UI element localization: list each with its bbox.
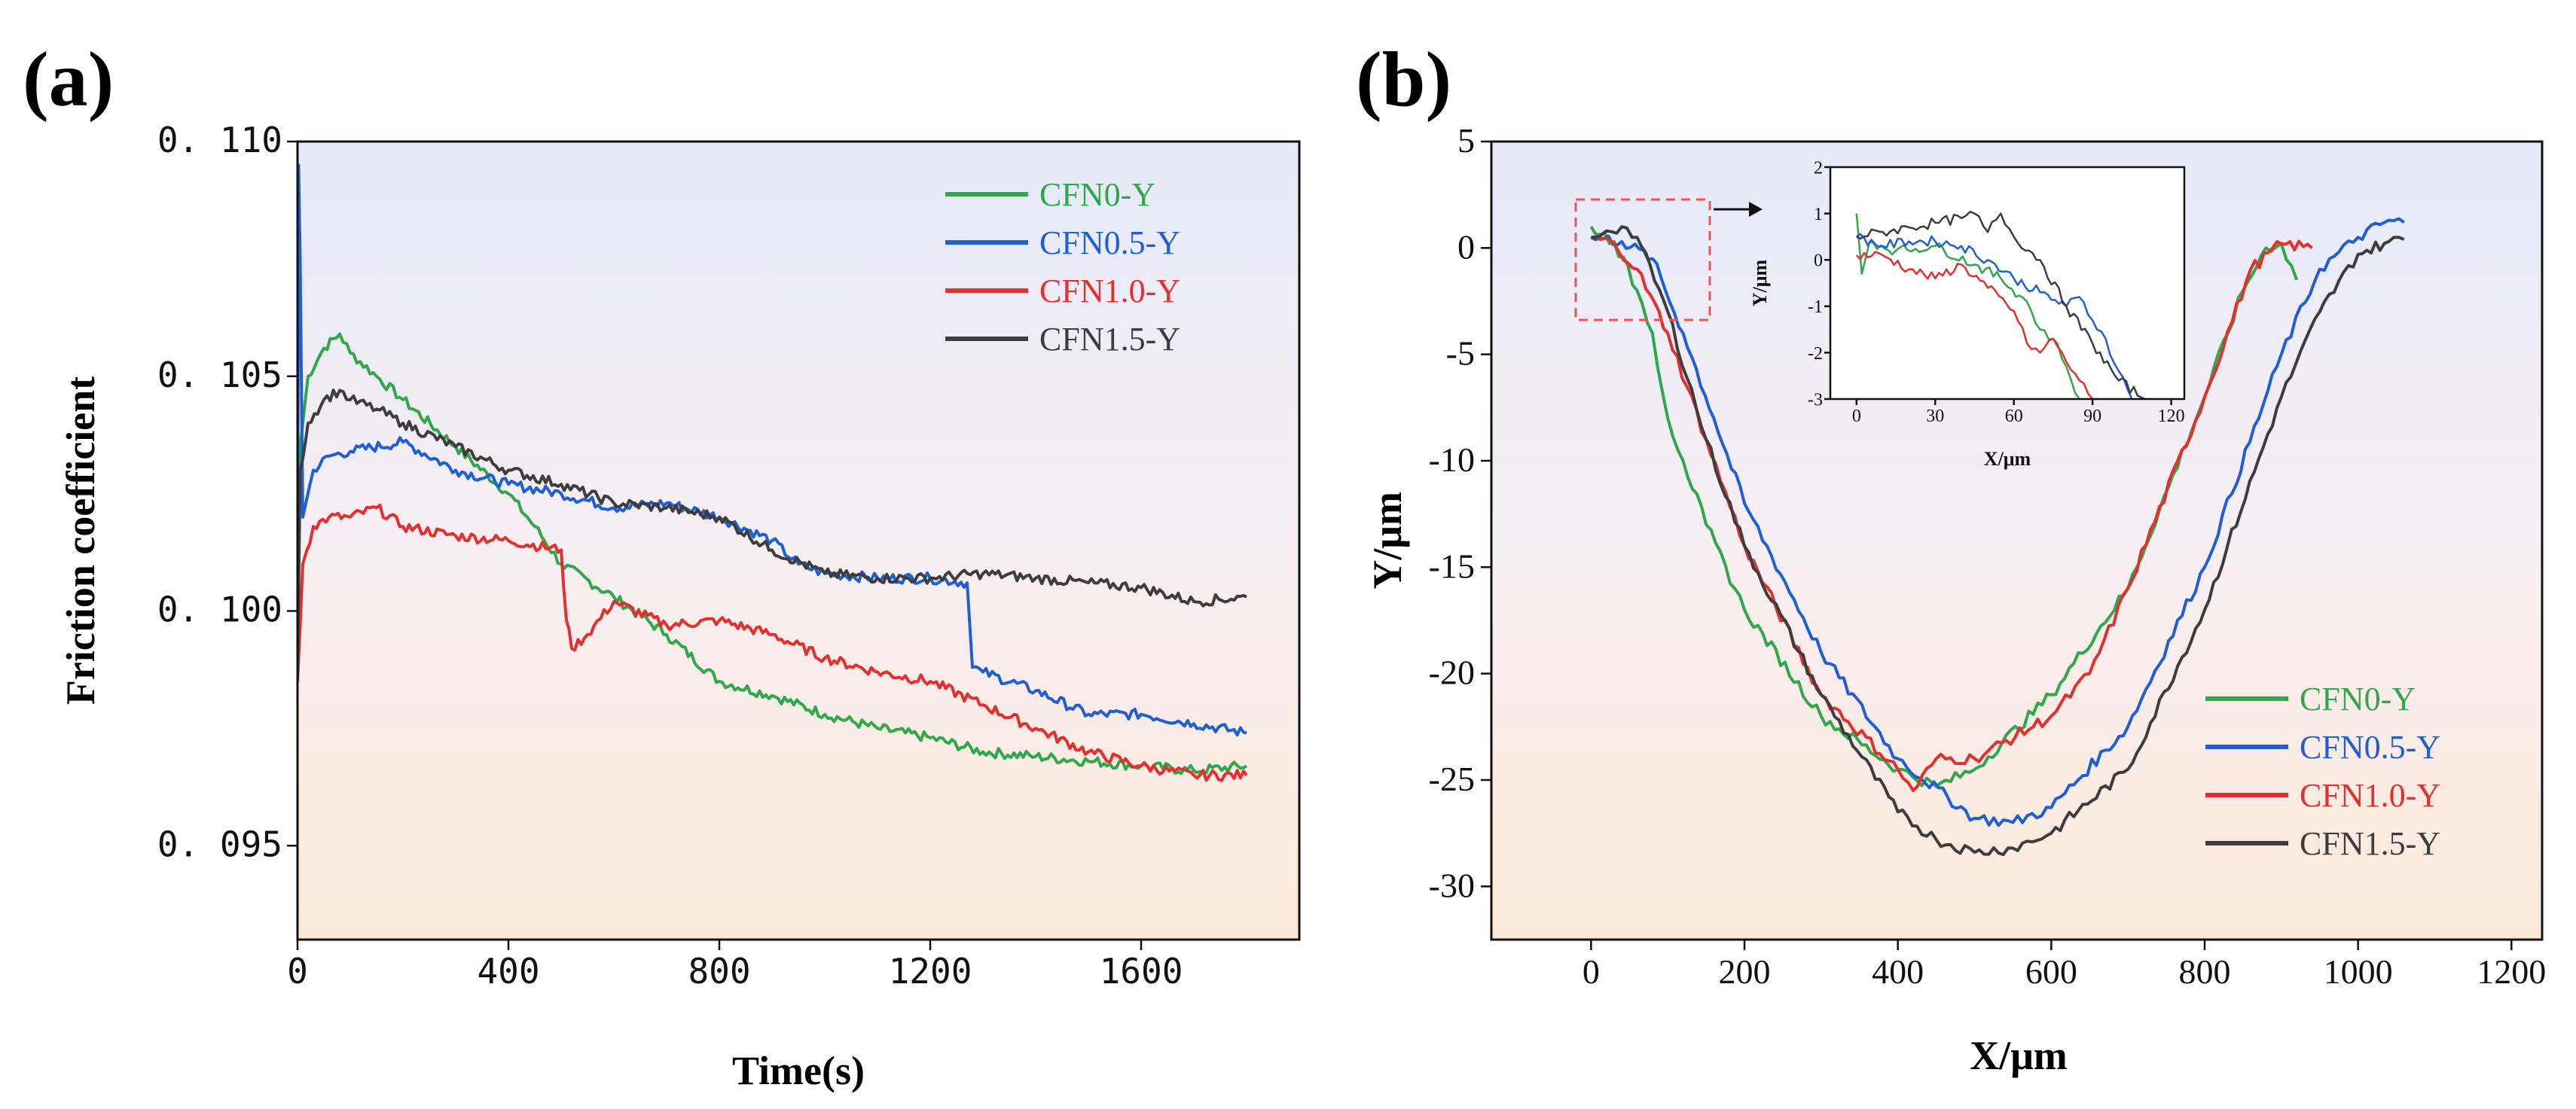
panel-b-legend-label-cfn1-5-y: CFN1.5-Y: [2300, 825, 2440, 862]
inset-line-cfn0-5-y: [1856, 233, 2133, 399]
zoom-arrow-head: [1749, 202, 1763, 217]
panel-a-xtick-label: 1600: [1100, 951, 1183, 992]
panel-b-line-cfn0-y: [1589, 226, 2299, 788]
inset-ytick-label: 1: [1814, 205, 1823, 224]
panel-b-xtick-label: 1200: [2477, 952, 2546, 991]
panel-b-ytick-label: -15: [1429, 547, 1475, 585]
panel-a-xlabel: Time(s): [732, 1048, 865, 1093]
inset-ytick-label: -1: [1808, 297, 1823, 317]
panel-b-line-cfn1-5-y: [1591, 225, 2405, 857]
panel-b-legend-label-cfn1-0-y: CFN1.0-Y: [2300, 777, 2440, 814]
panel-a-line-cfn0-y: [298, 332, 1248, 775]
inset-xtick-label: 60: [2005, 407, 2023, 426]
inset-line-cfn1-5-y: [1856, 210, 2146, 399]
inset-ticks: 0 30 60 90 120 2 1 0 -1 -2 -3: [1808, 158, 2185, 426]
panel-b-label: (b): [1356, 36, 1451, 123]
panel-a-label: (a): [23, 36, 114, 123]
inset-frame: [1829, 166, 2186, 401]
panel-a-ylabel: Friction coefficient: [58, 376, 103, 705]
panel-a-xtick-label: 0: [287, 951, 308, 992]
panel-a-plot-area: [298, 142, 1299, 940]
panel-a-legend-label-cfn1-5-y: CFN1.5-Y: [1039, 321, 1180, 358]
panel-b-ytick-label: -30: [1429, 866, 1475, 904]
panel-b-xlabel: X/μm: [1970, 1033, 2068, 1078]
inset-line-cfn0-y: [1855, 213, 2080, 399]
inset-plot: 0 30 60 90 120 2 1 0 -1 -2 -3 X/μm Y/μm: [1749, 158, 2186, 470]
panel-b-ytick-label: -20: [1429, 654, 1475, 692]
panel-a-line-cfn0-5-y: [298, 163, 1247, 737]
panel-a-xtick-label: 800: [688, 951, 750, 992]
panel-b-xtick-label: 200: [1719, 952, 1771, 991]
panel-b-ytick-label: 0: [1457, 227, 1475, 266]
panel-a-legend-label-cfn0-5-y: CFN0.5-Y: [1039, 224, 1180, 261]
inset-ytick-label: -3: [1808, 390, 1823, 410]
panel-b-xtick-label: 800: [2178, 952, 2230, 991]
panel-b-legend-label-cfn0-5-y: CFN0.5-Y: [2300, 729, 2440, 766]
panel-b-frame: [1490, 140, 2544, 941]
inset-xtick-label: 90: [2083, 407, 2101, 426]
panel-b-ytick-label: -25: [1429, 760, 1475, 798]
panel-a-ytick-label: 0. 095: [157, 824, 282, 864]
inset-xtick-label: 30: [1926, 407, 1944, 426]
panel-b-xtick-label: 1000: [2324, 952, 2393, 991]
panel-a: (a) 0 400 800 1200 1600 0. 095 0. 100 0. 105 0. …: [23, 36, 1301, 1093]
inset-line-cfn1-0-y: [1855, 251, 2094, 399]
inset-ytick-label: -2: [1808, 344, 1823, 364]
panel-a-legend-label-cfn0-y: CFN0-Y: [1039, 176, 1155, 213]
panel-b-ytick-label: 5: [1457, 121, 1475, 160]
panel-b-xtick-label: 0: [1583, 952, 1600, 991]
inset-xtick-label: 120: [2158, 407, 2185, 426]
panel-a-ticks: 0 400 800 1200 1600 0. 095 0. 100 0. 105 0. 110: [157, 120, 1183, 992]
panel-b-legend-label-cfn0-y: CFN0-Y: [2300, 681, 2416, 717]
inset-plot-area: [1830, 167, 2184, 399]
inset-ytick-label: 0: [1814, 251, 1823, 271]
panel-b-ytick-label: -10: [1429, 440, 1475, 479]
zoom-region-box: [1574, 198, 1711, 321]
inset-ytick-label: 2: [1814, 158, 1823, 178]
inset-ylabel: Y/μm: [1749, 259, 1771, 306]
panel-b-series: [1589, 217, 2405, 857]
panel-a-frame: [296, 140, 1301, 941]
panel-a-series: [298, 163, 1248, 782]
inset-series: [1855, 210, 2146, 399]
panel-b-xtick-label: 600: [2025, 952, 2077, 991]
panel-a-legend: CFN0-Y CFN0.5-Y CFN1.0-Y CFN1.5-Y: [945, 176, 1180, 358]
inset-xtick-label: 0: [1852, 407, 1861, 426]
inset-xlabel: X/μm: [1984, 448, 2031, 470]
panel-b-line-cfn0-5-y: [1590, 217, 2405, 827]
panel-a-ytick-label: 0. 100: [157, 590, 282, 630]
panel-b-legend: CFN0-Y CFN0.5-Y CFN1.0-Y CFN1.5-Y: [2205, 681, 2440, 862]
panel-a-line-cfn1-0-y: [298, 503, 1248, 782]
panel-a-ytick-label: 0. 105: [157, 355, 282, 395]
panel-a-ytick-label: 0. 110: [157, 120, 282, 160]
panel-b: (b) 0 200 400 600 800 1000 120050-5-10-15-20-2…: [1356, 36, 2546, 1078]
panel-a-xtick-label: 1200: [889, 951, 972, 992]
panel-a-line-cfn1-5-y: [298, 388, 1247, 682]
panel-b-ylabel: Y/μm: [1365, 492, 1410, 590]
panel-b-xtick-label: 400: [1872, 952, 1924, 991]
panel-a-xtick-label: 400: [477, 951, 539, 992]
panel-b-ytick-label: -5: [1446, 334, 1475, 373]
panel-a-legend-label-cfn1-0-y: CFN1.0-Y: [1039, 273, 1180, 309]
